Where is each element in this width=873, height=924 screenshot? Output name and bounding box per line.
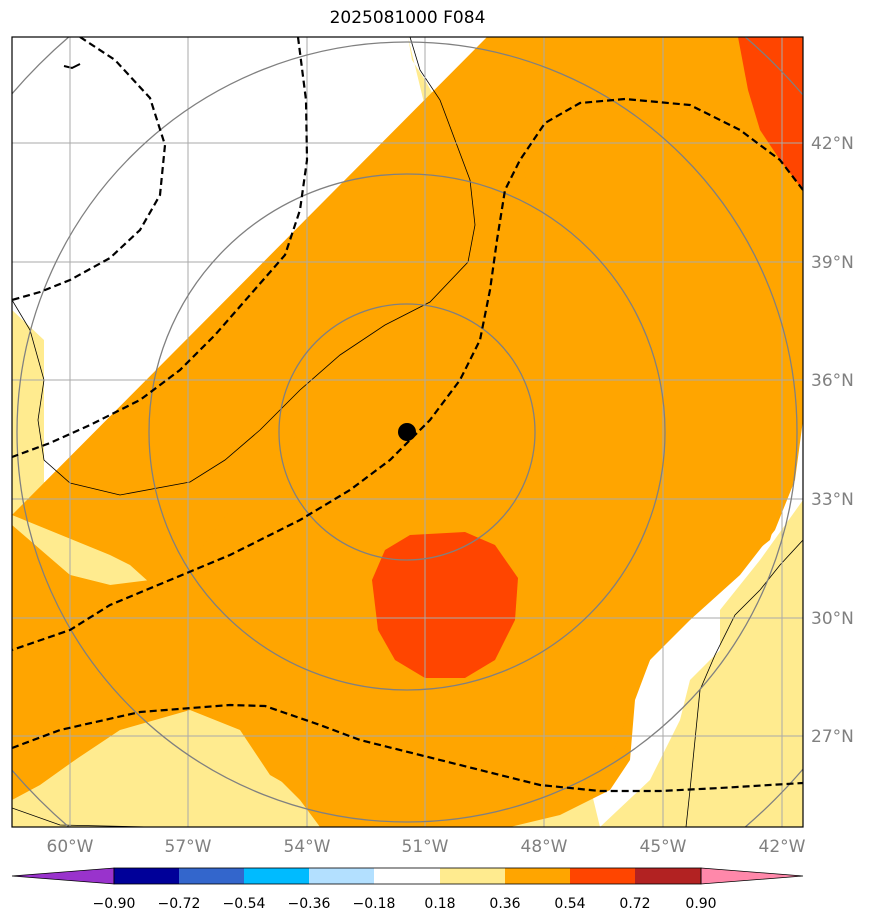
lat-label: 33°N	[811, 490, 854, 510]
colorbar-extend-high	[700, 867, 804, 885]
colorbar-segment	[244, 868, 309, 884]
fill-region-red-center	[372, 532, 518, 678]
longitude-labels: 60°W 57°W 54°W 51°W 48°W 45°W 42°W	[47, 837, 806, 857]
lon-label: 57°W	[165, 837, 212, 857]
colorbar-segment	[635, 868, 701, 884]
gridlines	[12, 37, 803, 827]
lon-label: 60°W	[47, 837, 94, 857]
coastline-sw-island	[12, 807, 151, 827]
colorbar-tick-label: −0.90	[93, 896, 136, 912]
colorbar-tick-label: 0.90	[685, 896, 716, 912]
colorbar-extend-low	[11, 867, 115, 885]
lat-label: 39°N	[811, 253, 854, 273]
lon-label: 48°W	[521, 837, 568, 857]
coastline-southeast	[685, 539, 803, 827]
colorbar-segment	[374, 868, 440, 884]
colorbar: −0.90 −0.72 −0.54 −0.36 −0.18 0.18 0.36 …	[11, 867, 804, 912]
colorbar-tick-label: 0.18	[424, 896, 455, 912]
coastline-small-island	[63, 63, 81, 70]
lon-label: 42°W	[759, 837, 806, 857]
lon-label: 45°W	[640, 837, 687, 857]
colorbar-segment	[309, 868, 374, 884]
colorbar-tick-label: 0.36	[489, 896, 520, 912]
lat-label: 42°N	[811, 134, 854, 154]
storm-center-marker	[398, 423, 416, 441]
colorbar-segment	[440, 868, 505, 884]
colorbar-segment	[179, 868, 244, 884]
latitude-labels: 42°N 39°N 36°N 33°N 30°N 27°N	[811, 134, 854, 747]
dashed-contours	[12, 37, 803, 793]
colorbar-tick-label: 0.72	[619, 896, 650, 912]
colorbar-tick-label: −0.36	[288, 896, 331, 912]
colorbar-tick-label: −0.18	[353, 896, 396, 912]
lon-label: 51°W	[402, 837, 449, 857]
lat-label: 27°N	[811, 727, 854, 747]
colorbar-tick-label: −0.72	[158, 896, 201, 912]
lon-label: 54°W	[284, 837, 331, 857]
colorbar-tick-label: −0.54	[223, 896, 266, 912]
colorbar-tick-label: 0.54	[554, 896, 585, 912]
fill-region-red-northeast	[738, 37, 803, 190]
lat-label: 36°N	[811, 371, 854, 391]
coastline	[12, 37, 476, 496]
colorbar-segment	[114, 868, 179, 884]
map-title: 2025081000 F084	[329, 8, 486, 28]
colorbar-segment	[570, 868, 635, 884]
lat-label: 30°N	[811, 609, 854, 629]
colorbar-segment	[505, 868, 570, 884]
map-frame	[11, 36, 804, 828]
colorbar-frame	[113, 867, 702, 885]
